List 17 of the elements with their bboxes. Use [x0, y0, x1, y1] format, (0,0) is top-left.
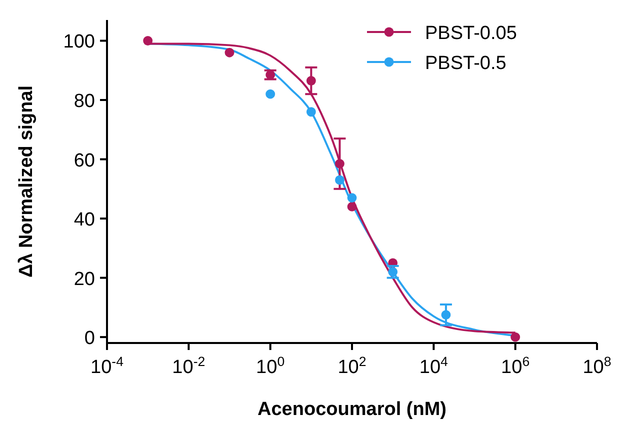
y-axis-title: Δλ Normalized signal: [16, 85, 37, 278]
x-tick-label: 10$^{6}$: [501, 354, 530, 378]
y-tick-label: 40: [74, 210, 95, 231]
legend-label: PBST-0.05: [425, 23, 517, 44]
y-tick-label: 20: [74, 268, 95, 290]
y-tick-label: 80: [74, 91, 95, 112]
legend-label: PBST-0.5: [425, 53, 506, 74]
x-tick-label: 10$^{-2}$: [172, 354, 206, 378]
x-tick-label: 10$^{4}$: [419, 354, 448, 378]
y-tick-label: 60: [74, 150, 95, 172]
x-tick-label: 10$^{2}$: [338, 354, 366, 378]
x-tick-label: 10$^{-4}$: [90, 354, 124, 378]
y-tick-label: 100: [63, 32, 95, 53]
x-axis-title: Acenocoumarol (nM): [258, 399, 446, 420]
x-tick-label: 10$^{0}$: [256, 354, 285, 378]
y-tick-label: 0: [84, 328, 95, 350]
x-tick-label: 10$^{8}$: [582, 354, 612, 378]
